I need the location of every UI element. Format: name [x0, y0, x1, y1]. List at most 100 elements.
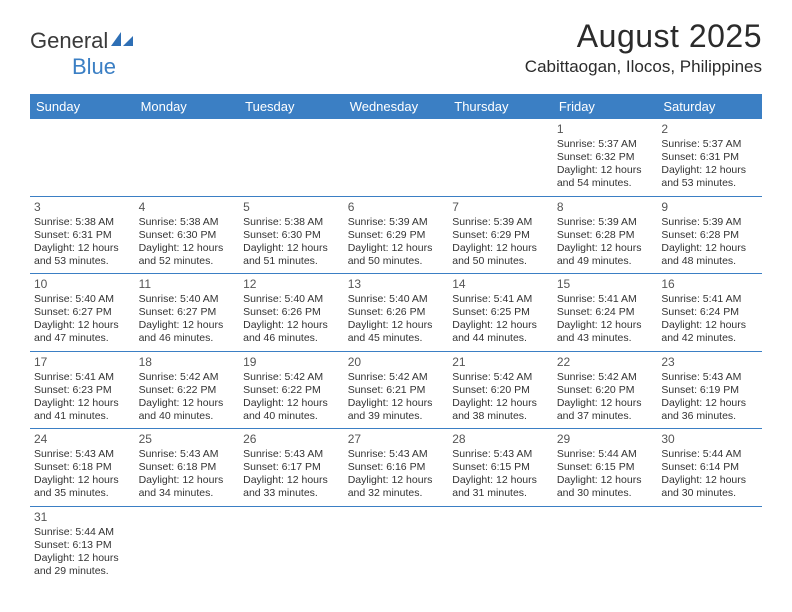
sunrise-line: Sunrise: 5:39 AM	[661, 216, 758, 229]
calendar-row: 3Sunrise: 5:38 AMSunset: 6:31 PMDaylight…	[30, 196, 762, 274]
sunrise-line: Sunrise: 5:43 AM	[139, 448, 236, 461]
daylight-line: Daylight: 12 hours and 51 minutes.	[243, 242, 340, 268]
sunrise-line: Sunrise: 5:42 AM	[452, 371, 549, 384]
sunset-line: Sunset: 6:17 PM	[243, 461, 340, 474]
sunrise-line: Sunrise: 5:41 AM	[557, 293, 654, 306]
day-cell: 14Sunrise: 5:41 AMSunset: 6:25 PMDayligh…	[448, 274, 553, 352]
day-number: 26	[243, 432, 340, 447]
daylight-line: Daylight: 12 hours and 53 minutes.	[34, 242, 131, 268]
day-cell: 9Sunrise: 5:39 AMSunset: 6:28 PMDaylight…	[657, 196, 762, 274]
day-cell: 7Sunrise: 5:39 AMSunset: 6:29 PMDaylight…	[448, 196, 553, 274]
sunrise-line: Sunrise: 5:38 AM	[243, 216, 340, 229]
day-header: Sunday	[30, 94, 135, 119]
calendar-row: 17Sunrise: 5:41 AMSunset: 6:23 PMDayligh…	[30, 351, 762, 429]
sunset-line: Sunset: 6:18 PM	[139, 461, 236, 474]
day-cell: 28Sunrise: 5:43 AMSunset: 6:15 PMDayligh…	[448, 429, 553, 507]
calendar-row: 31Sunrise: 5:44 AMSunset: 6:13 PMDayligh…	[30, 506, 762, 583]
sunrise-line: Sunrise: 5:38 AM	[34, 216, 131, 229]
sunset-line: Sunset: 6:31 PM	[34, 229, 131, 242]
title-block: August 2025 Cabittaogan, Ilocos, Philipp…	[525, 18, 762, 77]
daylight-line: Daylight: 12 hours and 45 minutes.	[348, 319, 445, 345]
header: GeneralBlue August 2025 Cabittaogan, Ilo…	[0, 0, 792, 88]
sunset-line: Sunset: 6:27 PM	[34, 306, 131, 319]
empty-cell	[448, 119, 553, 196]
sunrise-line: Sunrise: 5:43 AM	[452, 448, 549, 461]
sunrise-line: Sunrise: 5:42 AM	[348, 371, 445, 384]
sunrise-line: Sunrise: 5:44 AM	[661, 448, 758, 461]
day-number: 28	[452, 432, 549, 447]
sunrise-line: Sunrise: 5:43 AM	[243, 448, 340, 461]
sunset-line: Sunset: 6:14 PM	[661, 461, 758, 474]
sunset-line: Sunset: 6:27 PM	[139, 306, 236, 319]
day-number: 31	[34, 510, 131, 525]
sunrise-line: Sunrise: 5:42 AM	[557, 371, 654, 384]
day-cell: 10Sunrise: 5:40 AMSunset: 6:27 PMDayligh…	[30, 274, 135, 352]
daylight-line: Daylight: 12 hours and 35 minutes.	[34, 474, 131, 500]
calendar-row: 24Sunrise: 5:43 AMSunset: 6:18 PMDayligh…	[30, 429, 762, 507]
sunrise-line: Sunrise: 5:40 AM	[348, 293, 445, 306]
sunset-line: Sunset: 6:26 PM	[348, 306, 445, 319]
day-cell: 18Sunrise: 5:42 AMSunset: 6:22 PMDayligh…	[135, 351, 240, 429]
calendar-row: 1Sunrise: 5:37 AMSunset: 6:32 PMDaylight…	[30, 119, 762, 196]
sunrise-line: Sunrise: 5:41 AM	[452, 293, 549, 306]
day-number: 9	[661, 200, 758, 215]
day-number: 27	[348, 432, 445, 447]
day-number: 16	[661, 277, 758, 292]
logo-sail-icon	[109, 28, 135, 46]
day-cell: 29Sunrise: 5:44 AMSunset: 6:15 PMDayligh…	[553, 429, 658, 507]
day-cell: 22Sunrise: 5:42 AMSunset: 6:20 PMDayligh…	[553, 351, 658, 429]
sunrise-line: Sunrise: 5:40 AM	[139, 293, 236, 306]
day-cell: 17Sunrise: 5:41 AMSunset: 6:23 PMDayligh…	[30, 351, 135, 429]
sunset-line: Sunset: 6:22 PM	[139, 384, 236, 397]
day-cell: 25Sunrise: 5:43 AMSunset: 6:18 PMDayligh…	[135, 429, 240, 507]
sunrise-line: Sunrise: 5:41 AM	[34, 371, 131, 384]
day-cell: 16Sunrise: 5:41 AMSunset: 6:24 PMDayligh…	[657, 274, 762, 352]
sunset-line: Sunset: 6:26 PM	[243, 306, 340, 319]
sunset-line: Sunset: 6:15 PM	[452, 461, 549, 474]
daylight-line: Daylight: 12 hours and 53 minutes.	[661, 164, 758, 190]
day-cell: 2Sunrise: 5:37 AMSunset: 6:31 PMDaylight…	[657, 119, 762, 196]
empty-cell	[135, 119, 240, 196]
day-number: 25	[139, 432, 236, 447]
empty-cell	[30, 119, 135, 196]
daylight-line: Daylight: 12 hours and 33 minutes.	[243, 474, 340, 500]
logo-text-1: General	[30, 28, 108, 53]
empty-cell	[553, 506, 658, 583]
sunrise-line: Sunrise: 5:38 AM	[139, 216, 236, 229]
sunrise-line: Sunrise: 5:42 AM	[243, 371, 340, 384]
sunrise-line: Sunrise: 5:41 AM	[661, 293, 758, 306]
empty-cell	[344, 506, 449, 583]
day-cell: 3Sunrise: 5:38 AMSunset: 6:31 PMDaylight…	[30, 196, 135, 274]
day-cell: 11Sunrise: 5:40 AMSunset: 6:27 PMDayligh…	[135, 274, 240, 352]
daylight-line: Daylight: 12 hours and 30 minutes.	[557, 474, 654, 500]
sunset-line: Sunset: 6:21 PM	[348, 384, 445, 397]
sunrise-line: Sunrise: 5:44 AM	[557, 448, 654, 461]
sunset-line: Sunset: 6:32 PM	[557, 151, 654, 164]
daylight-line: Daylight: 12 hours and 49 minutes.	[557, 242, 654, 268]
calendar-body: 1Sunrise: 5:37 AMSunset: 6:32 PMDaylight…	[30, 119, 762, 583]
day-number: 17	[34, 355, 131, 370]
sunrise-line: Sunrise: 5:44 AM	[34, 526, 131, 539]
day-cell: 13Sunrise: 5:40 AMSunset: 6:26 PMDayligh…	[344, 274, 449, 352]
day-number: 8	[557, 200, 654, 215]
empty-cell	[344, 119, 449, 196]
day-header: Friday	[553, 94, 658, 119]
day-number: 15	[557, 277, 654, 292]
daylight-line: Daylight: 12 hours and 29 minutes.	[34, 552, 131, 578]
sunset-line: Sunset: 6:13 PM	[34, 539, 131, 552]
sunset-line: Sunset: 6:29 PM	[348, 229, 445, 242]
day-cell: 26Sunrise: 5:43 AMSunset: 6:17 PMDayligh…	[239, 429, 344, 507]
day-cell: 8Sunrise: 5:39 AMSunset: 6:28 PMDaylight…	[553, 196, 658, 274]
sunrise-line: Sunrise: 5:43 AM	[661, 371, 758, 384]
day-number: 30	[661, 432, 758, 447]
day-number: 4	[139, 200, 236, 215]
day-number: 23	[661, 355, 758, 370]
sunset-line: Sunset: 6:19 PM	[661, 384, 758, 397]
day-cell: 27Sunrise: 5:43 AMSunset: 6:16 PMDayligh…	[344, 429, 449, 507]
daylight-line: Daylight: 12 hours and 50 minutes.	[348, 242, 445, 268]
daylight-line: Daylight: 12 hours and 48 minutes.	[661, 242, 758, 268]
day-cell: 19Sunrise: 5:42 AMSunset: 6:22 PMDayligh…	[239, 351, 344, 429]
day-number: 10	[34, 277, 131, 292]
day-number: 7	[452, 200, 549, 215]
day-cell: 24Sunrise: 5:43 AMSunset: 6:18 PMDayligh…	[30, 429, 135, 507]
